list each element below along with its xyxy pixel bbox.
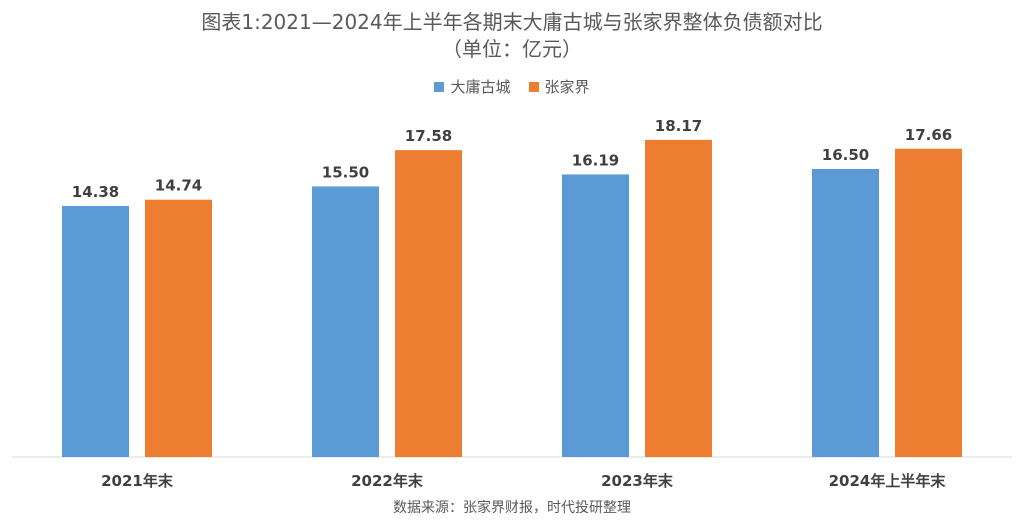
data-label-series1-1: 15.50 xyxy=(322,163,369,181)
data-label-series1-2: 16.19 xyxy=(572,151,619,169)
legend-item-series1: 大庸古城 xyxy=(434,76,511,97)
data-label-series2-1: 17.58 xyxy=(405,127,452,145)
x-tick-label-2: 2023年末 xyxy=(601,472,674,490)
data-label-series1-0: 14.38 xyxy=(72,183,119,201)
bar-series2-2 xyxy=(645,139,712,458)
bar-series2-1 xyxy=(395,150,462,457)
data-label-series2-0: 14.74 xyxy=(155,177,202,195)
bar-series2-0 xyxy=(145,199,212,457)
bar-series1-2 xyxy=(562,174,629,458)
chart-title: 图表1:2021—2024年上半年各期末大庸古城与张家界整体负债额对比 xyxy=(201,10,823,34)
legend-swatch-series2 xyxy=(528,81,539,92)
bar-series1-3 xyxy=(812,169,879,457)
x-tick-label-0: 2021年末 xyxy=(101,472,174,490)
x-tick-label-3: 2024年上半年末 xyxy=(829,472,947,490)
bar-series2-3 xyxy=(895,148,962,457)
bar-series1-1 xyxy=(312,186,379,458)
data-label-series1-3: 16.50 xyxy=(822,146,869,164)
bar-series1-0 xyxy=(62,206,129,457)
legend-swatch-series1 xyxy=(434,81,445,92)
data-source-note: 数据来源：张家界财报，时代投研整理 xyxy=(393,500,631,516)
legend-label-series2: 张家界 xyxy=(544,78,590,96)
legend: 大庸古城 张家界 xyxy=(0,76,1024,97)
legend-label-series1: 大庸古城 xyxy=(450,78,511,96)
data-label-series2-2: 18.17 xyxy=(655,117,702,135)
x-tick-label-1: 2022年末 xyxy=(351,472,424,490)
legend-item-series2: 张家界 xyxy=(528,76,590,97)
chart-subtitle: （单位：亿元） xyxy=(442,37,582,61)
data-label-series2-3: 17.66 xyxy=(905,126,952,144)
